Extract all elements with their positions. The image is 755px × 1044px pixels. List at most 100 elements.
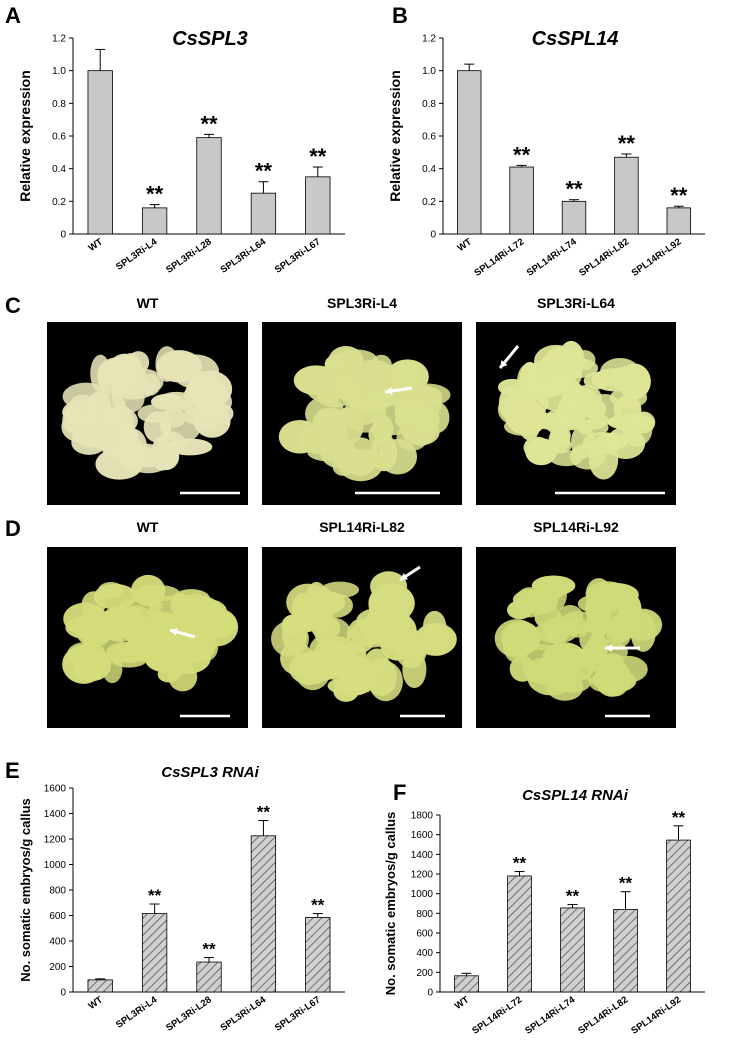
x-tick-label: SPL3Ri-L67 [273, 994, 323, 1033]
callus-blob [535, 374, 583, 412]
y-tick-label: 1.2 [52, 34, 66, 45]
panel-label: A [5, 3, 21, 28]
callus-blob [606, 426, 646, 460]
callus-blob [311, 586, 335, 625]
significance: ** [146, 182, 164, 207]
x-tick-label: SPL3Ri-L28 [164, 236, 214, 275]
callus-blob [370, 618, 400, 636]
y-tick-label: 1000 [411, 889, 434, 900]
callus-blob [136, 641, 168, 659]
bar [457, 70, 482, 235]
error-bar [621, 153, 632, 158]
y-tick-label: 600 [49, 911, 66, 922]
y-tick-label: 0.4 [422, 164, 436, 175]
bar [87, 70, 113, 235]
arrow-head [605, 644, 613, 652]
photo-label: SPL3Ri-L4 [327, 295, 397, 311]
significance: ** [670, 183, 688, 208]
y-tick-label: 0 [430, 230, 436, 241]
callus-blob [137, 404, 170, 423]
error-bar [312, 913, 323, 918]
panel-label: D [5, 516, 21, 541]
y-tick-label: 1800 [411, 811, 434, 822]
callus-blob [98, 582, 124, 599]
callus-blob [610, 366, 642, 391]
y-tick-label: 1600 [411, 830, 434, 841]
callus-blob [583, 371, 610, 390]
arrow-head [385, 387, 393, 395]
y-tick-label: 0.4 [52, 164, 66, 175]
x-tick-label: SPL3Ri-L67 [273, 236, 323, 275]
bar [87, 979, 113, 993]
photo-label: SPL3Ri-L64 [537, 295, 615, 311]
y-tick-label: 0.8 [422, 99, 436, 110]
photo-label: WT [137, 519, 159, 535]
significance: ** [255, 159, 273, 184]
bar [141, 207, 168, 235]
x-tick-label: WT [456, 236, 475, 254]
bar [561, 200, 587, 235]
bar [666, 839, 691, 993]
callus-blob [405, 634, 433, 657]
callus-blob [423, 610, 447, 642]
callus-blob [168, 662, 198, 692]
x-tick-label: SPL14Ri-L74 [523, 994, 577, 1037]
y-tick-label: 1.0 [52, 66, 66, 77]
y-tick-label: 0 [427, 988, 433, 999]
photo-label: SPL14Ri-L92 [533, 519, 619, 535]
bar [141, 913, 168, 993]
callus-blob [549, 450, 583, 467]
x-tick-label: WT [87, 236, 106, 254]
callus-blob [96, 357, 138, 395]
error-bar [149, 903, 160, 914]
callus-blob [86, 420, 121, 450]
x-tick-label: SPL14Ri-L72 [470, 994, 524, 1036]
y-tick-label: 800 [416, 909, 433, 920]
arrow-head [170, 628, 178, 636]
callus-blob [196, 633, 219, 661]
panel-label: E [5, 758, 20, 783]
callus-blob [327, 676, 375, 696]
y-tick-label: 0 [60, 988, 66, 999]
callus-blob [368, 588, 398, 623]
x-tick-label: SPL3Ri-L28 [164, 994, 214, 1033]
y-tick-label: 200 [416, 968, 433, 979]
panel-label: C [5, 293, 21, 318]
significance: ** [513, 854, 527, 873]
callus-blob [346, 618, 377, 653]
callus-blob [312, 407, 350, 438]
callus-blob [351, 359, 396, 393]
callus-blob [156, 350, 202, 383]
callus-blob [587, 394, 623, 426]
x-tick-label: WT [453, 994, 472, 1012]
callus-blob [186, 603, 227, 640]
error-bar [149, 204, 160, 208]
callus-blob [131, 574, 166, 607]
bar [305, 917, 331, 993]
chart-title: CsSPL3 RNAi [161, 764, 259, 781]
bar [305, 176, 331, 235]
significance: ** [311, 896, 325, 915]
callus-blob [193, 387, 233, 417]
significance: ** [618, 131, 636, 156]
callus-blob [549, 425, 571, 446]
bar [196, 961, 222, 993]
callus-blob [117, 435, 144, 469]
y-axis-label: No. somatic embryos/g callus [383, 812, 398, 996]
photo-label: SPL14Ri-L82 [319, 519, 405, 535]
significance: ** [309, 144, 327, 169]
error-bar [464, 63, 475, 71]
callus-blob [523, 436, 551, 459]
callus-blob [271, 620, 309, 657]
y-tick-label: 0.2 [52, 197, 66, 208]
y-tick-label: 400 [49, 937, 66, 948]
x-tick-label: SPL3Ri-L64 [219, 994, 269, 1034]
callus-blob [542, 642, 587, 676]
y-tick-label: 1.0 [422, 66, 436, 77]
x-tick-label: SPL14Ri-L92 [629, 994, 683, 1036]
chart-title: CsSPL14 RNAi [522, 787, 629, 804]
callus-blob [293, 365, 339, 396]
callus-blob [600, 659, 631, 697]
x-tick-label: SPL14Ri-L82 [577, 236, 631, 278]
